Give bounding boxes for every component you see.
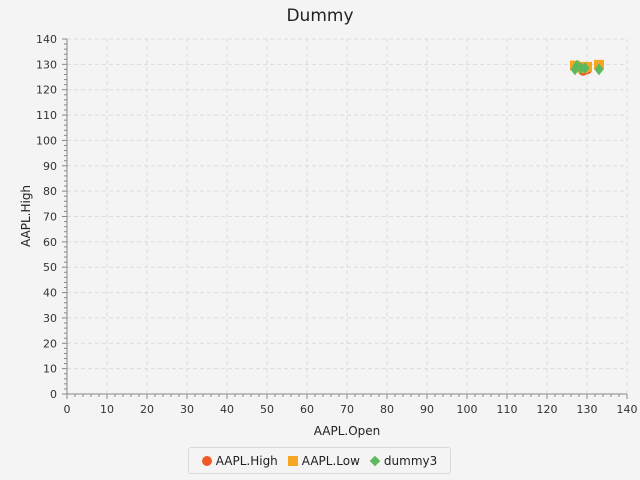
x-axis-title: AAPL.Open	[314, 424, 381, 438]
x-tick-label: 10	[100, 403, 114, 416]
x-tick-label: 50	[260, 403, 274, 416]
x-tick-label: 0	[64, 403, 71, 416]
grid-lines	[67, 38, 628, 394]
x-tick-label: 70	[340, 403, 354, 416]
y-tick-label: 80	[43, 185, 57, 198]
y-tick-label: 30	[43, 312, 57, 325]
legend-label: AAPL.Low	[301, 453, 360, 468]
y-tick-label: 50	[43, 261, 57, 274]
y-tick-label: 110	[36, 109, 57, 122]
x-tick-label: 90	[420, 403, 434, 416]
circle-marker-icon	[201, 455, 212, 466]
y-axis-title: AAPL.High	[19, 185, 33, 247]
x-tick-label: 60	[300, 403, 314, 416]
x-tick-label: 40	[220, 403, 234, 416]
legend-label: AAPL.High	[215, 453, 278, 468]
x-tick-label: 140	[617, 403, 638, 416]
square-marker-icon	[287, 455, 298, 466]
y-tick-label: 20	[43, 337, 57, 350]
y-tick-label: 40	[43, 287, 57, 300]
x-tick-label: 20	[140, 403, 154, 416]
data-point	[594, 63, 604, 76]
x-tick-label: 100	[457, 403, 478, 416]
legend-label: dummy3	[383, 453, 438, 468]
x-tick-label: 80	[380, 403, 394, 416]
y-tick-label: 100	[36, 134, 57, 147]
y-tick-label: 120	[36, 84, 57, 97]
legend-item-aapl-high: AAPL.High	[201, 453, 278, 468]
y-tick-label: 130	[36, 58, 57, 71]
diamond-marker-icon	[369, 455, 381, 466]
chart-title: Dummy	[286, 6, 354, 26]
y-tick-label: 10	[43, 363, 57, 376]
legend-item-aapl-low: AAPL.Low	[287, 453, 360, 468]
legend: AAPL.High AAPL.Low dummy3	[188, 447, 451, 474]
x-tick-label: 30	[180, 403, 194, 416]
y-tick-label: 140	[36, 33, 57, 46]
x-tick-label: 110	[497, 403, 518, 416]
axes: 0 10 20 30 40 50 60 70 80 90 100 110 120 130 140 0 10 20 3…	[36, 33, 638, 416]
legend-item-dummy3: dummy3	[369, 453, 438, 468]
x-tick-label: 120	[537, 403, 558, 416]
y-tick-label: 60	[43, 236, 57, 249]
y-tick-label: 70	[43, 211, 57, 224]
x-tick-label: 130	[577, 403, 598, 416]
y-tick-label: 90	[43, 160, 57, 173]
series-dummy3	[570, 59, 604, 76]
data-points	[570, 59, 604, 76]
y-tick-label: 0	[50, 388, 57, 401]
data-point	[580, 62, 590, 75]
